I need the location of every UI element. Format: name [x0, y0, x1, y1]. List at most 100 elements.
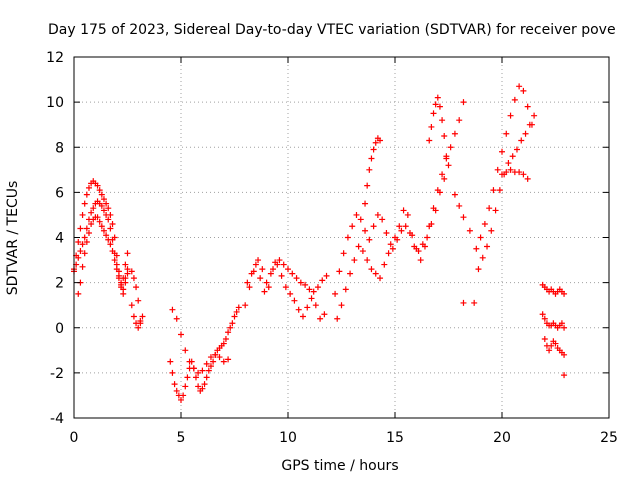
data-point — [434, 94, 441, 101]
data-point — [507, 166, 514, 173]
data-point — [387, 241, 394, 248]
data-point — [137, 317, 144, 324]
data-point — [364, 182, 371, 189]
data-point — [173, 315, 180, 322]
data-point — [195, 369, 202, 376]
data-point — [192, 374, 199, 381]
data-point — [548, 342, 555, 349]
data-point — [366, 236, 373, 243]
data-point — [287, 290, 294, 297]
data-point — [411, 243, 418, 250]
data-point — [180, 392, 187, 399]
data-point — [233, 308, 240, 315]
data-point — [466, 227, 473, 234]
data-point — [182, 383, 189, 390]
data-point — [105, 205, 112, 212]
data-point — [456, 202, 463, 209]
data-point — [383, 229, 390, 236]
data-point — [317, 315, 324, 322]
data-point — [513, 146, 520, 153]
data-point — [488, 227, 495, 234]
data-point — [406, 229, 413, 236]
data-point — [276, 257, 283, 264]
data-point — [263, 279, 270, 286]
data-point — [368, 266, 375, 273]
data-point — [362, 227, 369, 234]
data-point — [308, 295, 315, 302]
data-point — [338, 302, 345, 309]
data-point — [419, 241, 426, 248]
data-point — [225, 356, 232, 363]
data-point — [344, 234, 351, 241]
data-point — [227, 324, 234, 331]
data-point — [130, 275, 137, 282]
data-point — [509, 153, 516, 160]
data-point — [359, 248, 366, 255]
data-point — [445, 162, 452, 169]
data-point — [212, 351, 219, 358]
data-point — [357, 216, 364, 223]
data-point — [285, 266, 291, 273]
data-point — [323, 272, 330, 279]
data-point — [107, 225, 114, 232]
data-point — [439, 117, 446, 124]
data-point — [109, 220, 116, 227]
data-point — [96, 218, 103, 225]
data-point — [85, 184, 92, 191]
data-point — [81, 234, 88, 241]
data-point — [282, 284, 289, 291]
data-point — [190, 365, 197, 372]
data-point — [199, 385, 206, 392]
data-point — [332, 290, 339, 297]
data-point — [396, 223, 403, 230]
data-point — [370, 223, 377, 230]
data-point — [222, 336, 229, 343]
data-point — [304, 304, 311, 311]
data-point — [447, 144, 454, 151]
data-point — [524, 175, 531, 182]
data-point — [432, 101, 439, 108]
data-point — [184, 374, 191, 381]
data-point — [460, 299, 467, 306]
data-point — [484, 243, 491, 250]
data-point — [103, 200, 110, 207]
y-tick-label: 6 — [55, 185, 64, 201]
data-point — [79, 241, 86, 248]
data-point — [98, 223, 105, 230]
data-point — [349, 223, 356, 230]
data-point — [122, 261, 129, 268]
data-point — [561, 351, 568, 358]
data-point — [128, 268, 135, 275]
data-point — [353, 211, 360, 218]
data-point — [203, 360, 210, 367]
data-point — [460, 99, 467, 106]
data-point — [541, 315, 548, 322]
y-tick-label: 4 — [55, 231, 64, 247]
data-point — [443, 153, 450, 160]
data-point — [377, 275, 384, 282]
data-point — [105, 236, 112, 243]
data-point — [528, 121, 535, 128]
data-point — [293, 275, 300, 282]
data-point — [103, 232, 110, 239]
data-point — [257, 275, 264, 282]
data-point — [280, 261, 287, 268]
data-point — [314, 284, 321, 291]
x-tick-labels: 0 5 10 15 20 25 — [70, 430, 618, 446]
data-point — [471, 299, 478, 306]
data-point — [503, 130, 510, 137]
data-point — [107, 241, 114, 248]
data-point — [94, 182, 101, 189]
data-point — [531, 112, 538, 119]
y-tick-label: 2 — [55, 276, 64, 292]
data-point — [270, 266, 277, 273]
data-point — [259, 266, 266, 273]
data-point — [561, 324, 568, 331]
data-point — [374, 211, 381, 218]
data-point — [79, 263, 86, 270]
data-point — [499, 148, 505, 155]
data-point — [558, 320, 565, 327]
data-point — [439, 171, 446, 178]
data-point — [505, 160, 512, 167]
